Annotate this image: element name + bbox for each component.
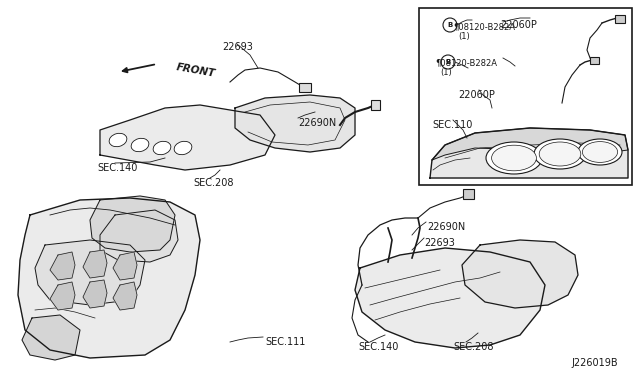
Polygon shape	[430, 128, 628, 178]
Polygon shape	[83, 280, 107, 308]
Text: ¶08120-B282A: ¶08120-B282A	[453, 22, 515, 31]
Text: J226019B: J226019B	[571, 358, 618, 368]
Polygon shape	[50, 282, 75, 310]
Ellipse shape	[540, 142, 581, 166]
Text: 22060P: 22060P	[500, 20, 537, 30]
Polygon shape	[18, 198, 200, 358]
Polygon shape	[100, 210, 178, 262]
Text: SEC.110: SEC.110	[432, 120, 472, 130]
FancyBboxPatch shape	[615, 15, 625, 23]
Text: B: B	[447, 22, 452, 28]
Ellipse shape	[109, 133, 127, 147]
Polygon shape	[432, 128, 628, 160]
FancyBboxPatch shape	[463, 189, 474, 199]
Ellipse shape	[534, 139, 586, 169]
Polygon shape	[235, 95, 355, 152]
Text: 22693: 22693	[424, 238, 455, 248]
Text: SEC.140: SEC.140	[358, 342, 398, 352]
Text: (1): (1)	[458, 32, 470, 41]
Text: 22690N: 22690N	[427, 222, 465, 232]
Ellipse shape	[578, 139, 622, 165]
Ellipse shape	[582, 142, 618, 163]
Text: SEC.111: SEC.111	[265, 337, 305, 347]
Text: (1): (1)	[440, 68, 452, 77]
Polygon shape	[113, 282, 137, 310]
Text: SEC.208: SEC.208	[193, 178, 234, 188]
Circle shape	[441, 55, 455, 69]
Polygon shape	[355, 248, 545, 348]
Polygon shape	[100, 105, 275, 170]
Bar	[419, 8, 632, 185]
Ellipse shape	[492, 145, 536, 171]
Text: 22060P: 22060P	[458, 90, 495, 100]
Text: B: B	[445, 59, 451, 65]
Text: SEC.208: SEC.208	[453, 342, 493, 352]
FancyBboxPatch shape	[371, 100, 380, 110]
FancyBboxPatch shape	[590, 57, 599, 64]
Text: 22693: 22693	[222, 42, 253, 52]
Ellipse shape	[153, 141, 171, 155]
Polygon shape	[50, 252, 75, 280]
Ellipse shape	[131, 138, 149, 152]
Polygon shape	[462, 240, 578, 308]
Polygon shape	[35, 240, 145, 305]
Polygon shape	[113, 252, 137, 280]
Polygon shape	[90, 196, 175, 252]
Ellipse shape	[174, 141, 192, 155]
Text: ¶08120-B282A: ¶08120-B282A	[435, 58, 497, 67]
Circle shape	[443, 18, 457, 32]
Polygon shape	[22, 315, 80, 360]
Text: FRONT: FRONT	[175, 62, 216, 79]
Text: SEC.140: SEC.140	[97, 163, 138, 173]
FancyBboxPatch shape	[299, 83, 311, 92]
Ellipse shape	[486, 142, 542, 174]
Polygon shape	[83, 250, 107, 278]
Text: 22690N: 22690N	[298, 118, 336, 128]
